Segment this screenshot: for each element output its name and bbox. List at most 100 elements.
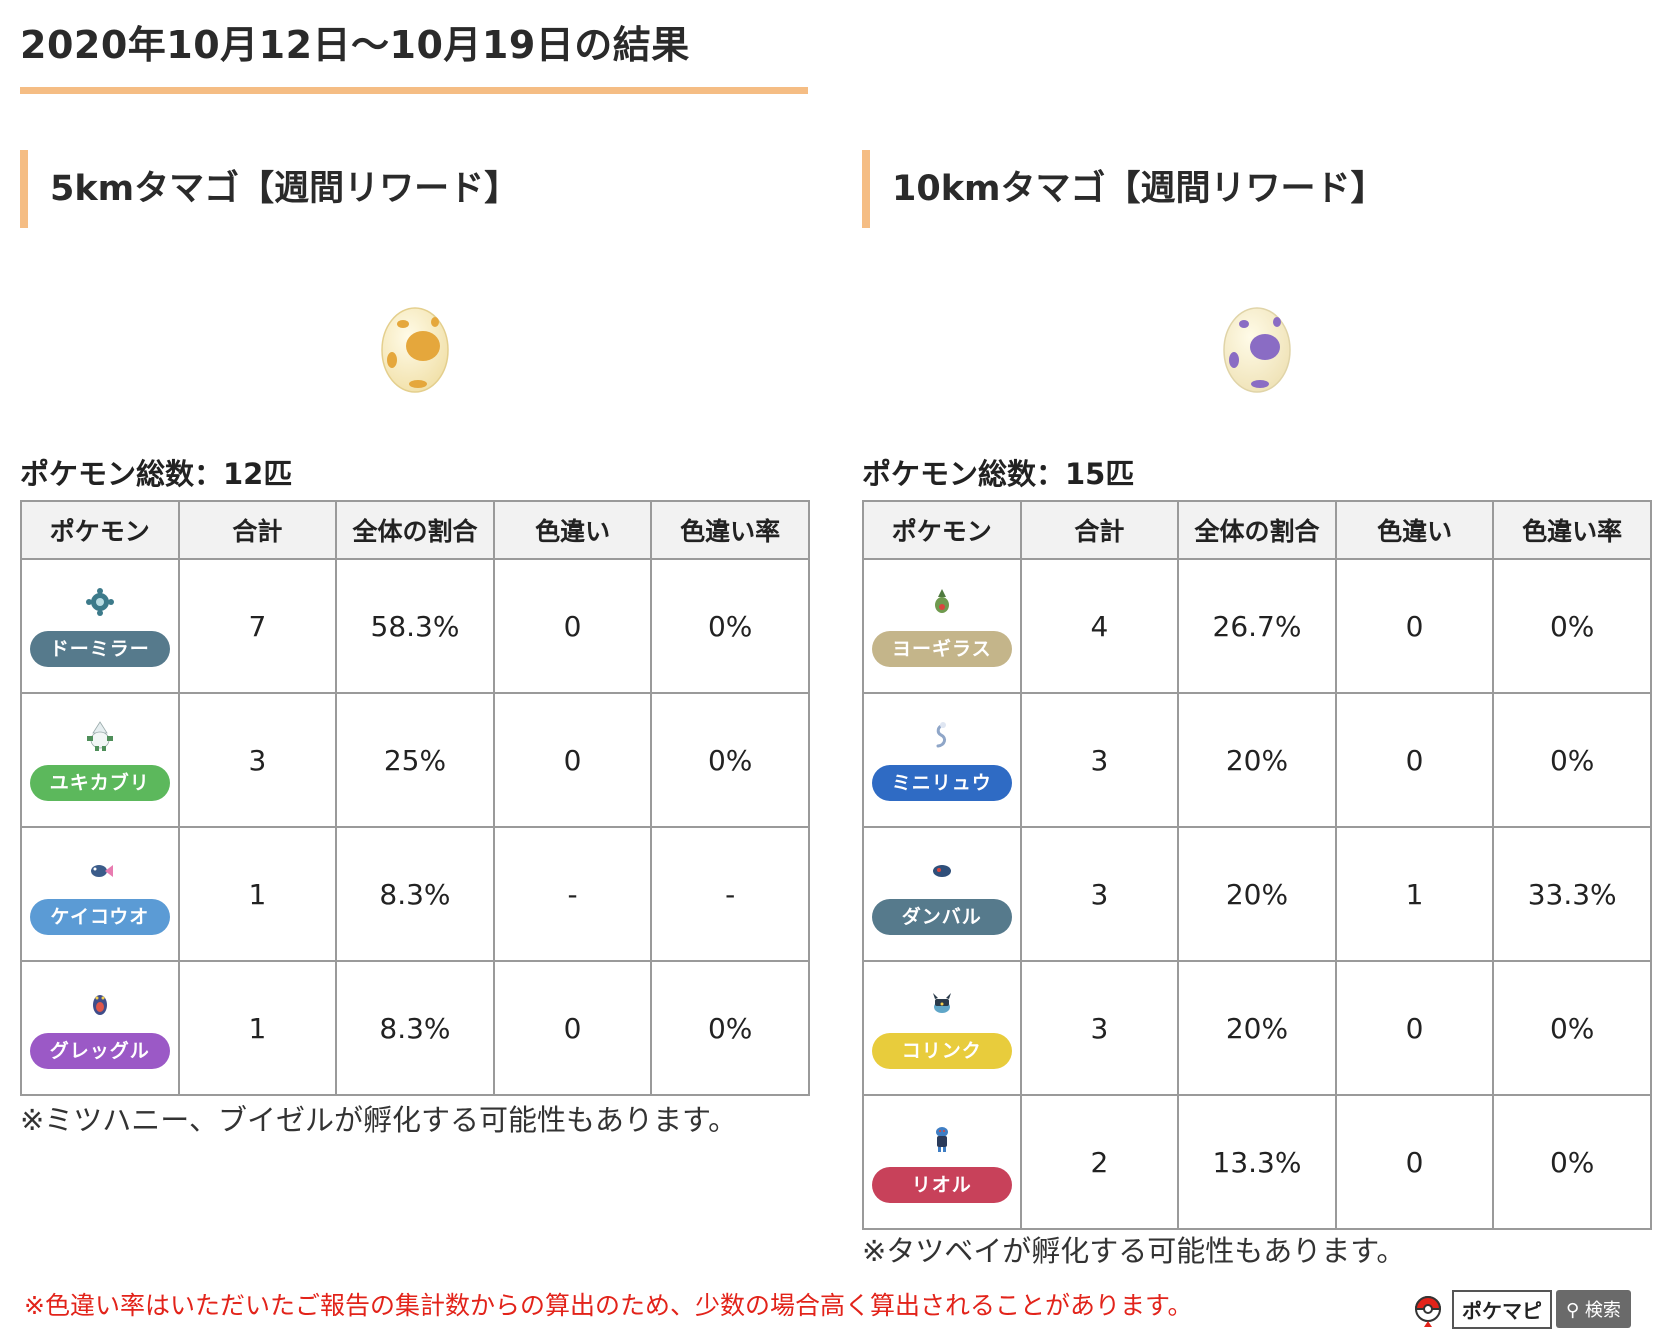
header-total: 合計 — [1019, 500, 1180, 560]
ratio-cell: 13.3% — [1177, 1094, 1337, 1230]
pokemon-cell[interactable]: ユキカブリ — [20, 692, 180, 828]
search-button[interactable]: ⚲ 検索 — [1556, 1290, 1631, 1328]
ratio-cell: 25% — [335, 692, 495, 828]
ratio-cell: 20% — [1177, 826, 1337, 962]
table-row: ドーミラー 7 58.3% 0 0% — [20, 558, 810, 694]
total-cell: 2 — [1019, 1094, 1180, 1230]
pokemon-name-badge[interactable]: ミニリュウ — [871, 765, 1012, 801]
shiny-cell: 0 — [1334, 960, 1495, 1096]
table-row: グレッグル 1 8.3% 0 0% — [20, 960, 810, 1096]
total-cell: 3 — [1019, 826, 1180, 962]
shiny-cell: 1 — [1334, 826, 1495, 962]
shiny-rate-cell: 0% — [650, 960, 810, 1096]
pokemon-name-badge[interactable]: グレッグル — [29, 1033, 170, 1069]
pokemon-cell[interactable]: ダンバル — [862, 826, 1022, 962]
result-table: ポケモン 合計 全体の割合 色違い 色違い率 ヨーギラス 4 26.7% — [862, 500, 1652, 1230]
riolu-icon — [935, 1127, 948, 1152]
pokemon-total: ポケモン総数：15匹 — [862, 457, 1135, 491]
pokemon-cell[interactable]: ミニリュウ — [862, 692, 1022, 828]
larvitar-icon — [934, 589, 949, 613]
pokemon-name-badge[interactable]: ヨーギラス — [871, 631, 1012, 667]
page-title: 2020年10月12日〜10月19日の結果 — [20, 14, 808, 94]
total-cell: 3 — [1019, 960, 1180, 1096]
ratio-cell: 20% — [1177, 692, 1337, 828]
brand-footer[interactable]: ポケマピ ⚲ 検索 — [1408, 1289, 1631, 1329]
shiny-rate-cell: 0% — [1492, 1094, 1652, 1230]
shiny-rate-cell: 0% — [650, 692, 810, 828]
shinx-icon — [932, 993, 951, 1013]
table-row: リオル 2 13.3% 0 0% — [862, 1094, 1652, 1230]
shiny-rate-cell: 0% — [1492, 960, 1652, 1096]
total-cell: 1 — [177, 960, 338, 1096]
header-pokemon: ポケモン — [862, 500, 1022, 560]
shiny-cell: 0 — [1334, 558, 1495, 694]
bronzor-icon — [85, 588, 114, 616]
table-row: ケイコウオ 1 8.3% - - — [20, 826, 810, 962]
brand-name: ポケマピ — [1452, 1289, 1552, 1329]
section-5km: 5kmタマゴ【週間リワード】 ポケモン総数：12匹 ポケモン 合計 全体の割合 — [20, 150, 810, 1096]
shiny-cell: 0 — [1334, 1094, 1495, 1230]
shiny-rate-cell: - — [650, 826, 810, 962]
snover-icon — [86, 721, 113, 751]
total-cell: 3 — [177, 692, 338, 828]
pokemon-cell[interactable]: ドーミラー — [20, 558, 180, 694]
shiny-cell: 0 — [1334, 692, 1495, 828]
header-shiny: 色違い — [1334, 500, 1495, 560]
pokemon-name-badge[interactable]: ダンバル — [871, 899, 1012, 935]
egg-image — [20, 278, 810, 418]
header-shiny: 色違い — [492, 500, 653, 560]
note-5km: ※ミツハニー、ブイゼルが孵化する可能性もあります。 — [20, 1103, 738, 1137]
pokemon-cell[interactable]: コリンク — [862, 960, 1022, 1096]
egg-image — [862, 278, 1652, 418]
ratio-cell: 8.3% — [335, 960, 495, 1096]
shiny-cell: 0 — [492, 960, 653, 1096]
search-label: 検索 — [1584, 1300, 1621, 1321]
header-ratio: 全体の割合 — [335, 500, 495, 560]
pokemon-cell[interactable]: グレッグル — [20, 960, 180, 1096]
shiny-cell: - — [492, 826, 653, 962]
total-cell: 7 — [177, 558, 338, 694]
header-total: 合計 — [177, 500, 338, 560]
shiny-cell: 0 — [492, 558, 653, 694]
pokemon-name-badge[interactable]: ユキカブリ — [29, 765, 170, 801]
ratio-cell: 8.3% — [335, 826, 495, 962]
note-10km: ※タツベイが孵化する可能性もあります。 — [862, 1234, 1406, 1268]
header-pokemon: ポケモン — [20, 500, 180, 560]
section-title: 5kmタマゴ【週間リワード】 — [20, 150, 810, 228]
pokemon-cell[interactable]: ヨーギラス — [862, 558, 1022, 694]
dratini-icon — [936, 722, 946, 748]
pokemon-name-badge[interactable]: コリンク — [871, 1033, 1012, 1069]
table-row: ヨーギラス 4 26.7% 0 0% — [862, 558, 1652, 694]
finneon-icon — [90, 865, 113, 877]
table-row: ダンバル 3 20% 1 33.3% — [862, 826, 1652, 962]
beldum-icon — [932, 865, 951, 877]
header-shiny-rate: 色違い率 — [1492, 500, 1652, 560]
pokemon-name-badge[interactable]: ドーミラー — [29, 631, 170, 667]
table-row: ミニリュウ 3 20% 0 0% — [862, 692, 1652, 828]
yellow-egg-icon — [381, 307, 449, 393]
shiny-rate-cell: 0% — [1492, 558, 1652, 694]
pokemon-name-badge[interactable]: ケイコウオ — [29, 899, 170, 935]
total-cell: 4 — [1019, 558, 1180, 694]
shiny-rate-warning: ※色違い率はいただいたご報告の集計数からの算出のため、少数の場合高く算出されるこ… — [24, 1291, 1193, 1320]
section-10km: 10kmタマゴ【週間リワード】 ポケモン総数：15匹 ポケモン 合計 全体の割合 — [862, 150, 1652, 1230]
ratio-cell: 58.3% — [335, 558, 495, 694]
header-shiny-rate: 色違い率 — [650, 500, 810, 560]
pokemon-total: ポケモン総数：12匹 — [20, 457, 293, 491]
croagunk-icon — [92, 995, 107, 1015]
pokemon-cell[interactable]: リオル — [862, 1094, 1022, 1230]
ratio-cell: 26.7% — [1177, 558, 1337, 694]
shiny-rate-cell: 33.3% — [1492, 826, 1652, 962]
pokemon-cell[interactable]: ケイコウオ — [20, 826, 180, 962]
pokemapi-logo-icon — [1414, 1296, 1442, 1327]
total-cell: 1 — [177, 826, 338, 962]
section-title: 10kmタマゴ【週間リワード】 — [862, 150, 1652, 228]
header-ratio: 全体の割合 — [1177, 500, 1337, 560]
shiny-rate-cell: 0% — [1492, 692, 1652, 828]
purple-egg-icon — [1223, 307, 1291, 393]
shiny-cell: 0 — [492, 692, 653, 828]
pokemon-name-badge[interactable]: リオル — [871, 1167, 1012, 1203]
result-table: ポケモン 合計 全体の割合 色違い 色違い率 ドーミラー 7 — [20, 500, 810, 1096]
table-row: コリンク 3 20% 0 0% — [862, 960, 1652, 1096]
table-row: ユキカブリ 3 25% 0 0% — [20, 692, 810, 828]
